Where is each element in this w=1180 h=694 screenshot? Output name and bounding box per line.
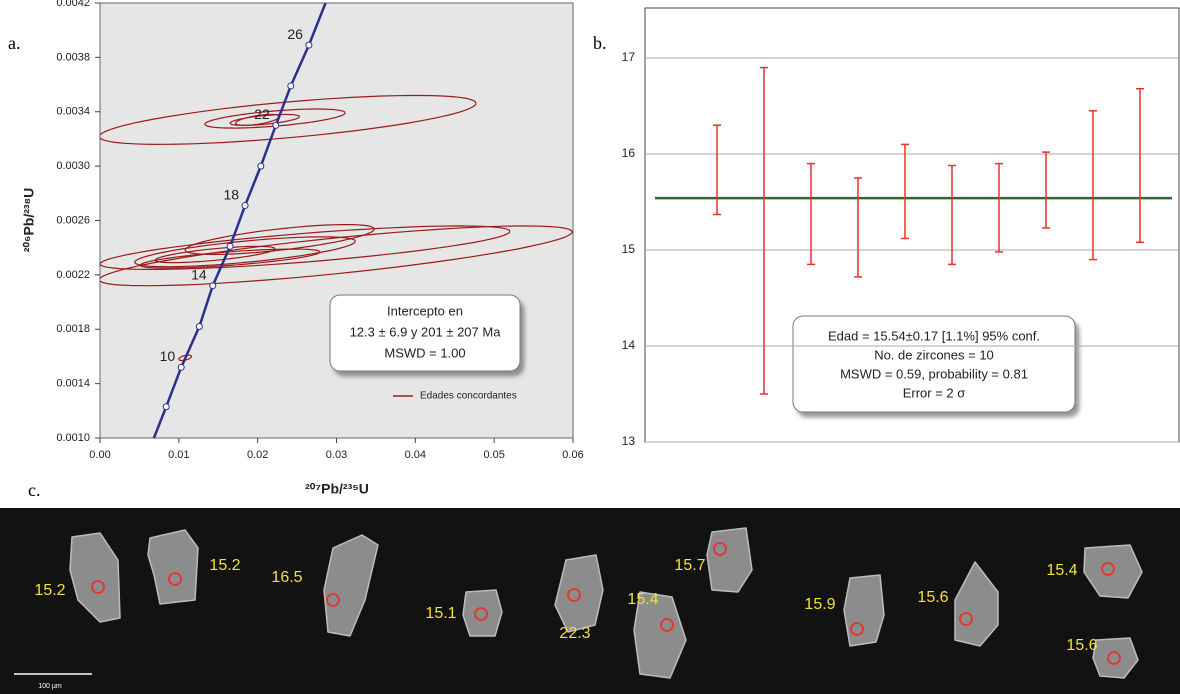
y-tick-label: 0.0014: [56, 378, 90, 390]
concordia-point: [195, 323, 203, 331]
error-ellipse: [178, 354, 192, 362]
analysis-spot: [91, 580, 105, 594]
age-label: 26: [287, 26, 303, 42]
age-label: 15.2: [209, 557, 240, 574]
age-label: 15.9: [804, 596, 835, 613]
analysis-spot: [959, 612, 973, 626]
analysis-spot: [660, 618, 674, 632]
x-tick-label: 0.00: [89, 449, 110, 461]
error-ellipse: [100, 225, 573, 287]
zircon-grain: [323, 534, 379, 637]
panel-label: b.: [593, 33, 607, 53]
age-label: 22.3: [559, 625, 590, 642]
analysis-spot: [850, 622, 864, 636]
concordia-point: [162, 403, 170, 411]
analysis-spot: [326, 593, 340, 607]
x-tick-label: 0.02: [247, 449, 268, 461]
y-tick-label: 0.0038: [56, 51, 90, 63]
analysis-spot: [474, 607, 488, 621]
concordia-extension: [307, 2, 327, 46]
age-label: 15.6: [1066, 637, 1097, 654]
annotation-box: [329, 294, 521, 372]
y-tick-label: 0.0030: [56, 160, 90, 172]
legend-label: Edades concordantes: [420, 391, 517, 402]
concordia-point: [305, 41, 313, 49]
zircon-grain: [147, 529, 199, 605]
zircon-grain: [462, 589, 503, 637]
x-tick-label: 0.01: [168, 449, 189, 461]
age-label: 15.7: [674, 557, 705, 574]
concordia-point: [209, 282, 217, 290]
age-label: 15.1: [425, 605, 456, 622]
error-ellipse: [100, 94, 477, 146]
age-label: 15.2: [34, 582, 65, 599]
annotation: Intercepto en: [387, 303, 463, 318]
age-label: 22: [254, 106, 270, 122]
concordia-point: [177, 363, 185, 371]
x-tick-label: 0.03: [326, 449, 347, 461]
age-label: 15.4: [627, 591, 658, 608]
concordia-point: [226, 242, 234, 250]
error-ellipse: [184, 224, 375, 256]
scale-bar-label: 100 μm: [38, 683, 62, 690]
annotation: Error = 2 σ: [903, 385, 966, 400]
error-ellipse: [234, 113, 281, 126]
age-label: 16.5: [271, 569, 302, 586]
age-label: 18: [223, 186, 239, 202]
error-ellipse: [229, 113, 300, 126]
annotation: No. de zircones = 10: [874, 347, 994, 362]
concordia-curve: [165, 44, 311, 408]
y-tick-label: 16: [622, 146, 636, 160]
age-label: 15.6: [917, 589, 948, 606]
panel-label: a.: [8, 33, 21, 53]
annotation: 12.3 ± 6.9 y 201 ± 207 Ma: [350, 324, 502, 339]
zircon-grain: [1092, 637, 1139, 679]
ellipses: [100, 94, 573, 362]
concordia-extension: [152, 406, 168, 439]
concordia-point: [272, 121, 280, 129]
y-tick-label: 15: [622, 242, 636, 256]
zircon-grain: [69, 532, 121, 623]
age-label: 14: [191, 266, 207, 282]
analysis-spot: [168, 572, 182, 586]
y-axis-label: ²⁰⁶Pb/²³⁸U: [21, 188, 37, 253]
annotation: MSWD = 1.00: [384, 345, 465, 360]
y-tick-label: 0.0034: [56, 106, 90, 118]
analysis-spot: [567, 588, 581, 602]
zircon-grain: [633, 591, 687, 679]
error-ellipse: [204, 108, 346, 129]
concordia-point: [241, 202, 249, 210]
error-ellipse: [134, 236, 356, 268]
y-tick-label: 13: [622, 434, 636, 448]
x-tick-label: 0.06: [562, 449, 583, 461]
age-label: 15.4: [1046, 562, 1077, 579]
x-tick-label: 0.04: [405, 449, 426, 461]
plot-area: [99, 2, 574, 439]
concordia-point: [257, 162, 265, 170]
error-ellipse: [154, 245, 276, 264]
y-tick-label: 0.0026: [56, 214, 90, 226]
annotation: Edad = 15.54±0.17 [1.1%] 95% conf.: [828, 328, 1040, 343]
zircon-grains: [69, 527, 1143, 679]
error-ellipse: [100, 225, 511, 270]
annotation: MSWD = 0.59, probability = 0.81: [840, 366, 1028, 381]
y-tick-label: 17: [622, 50, 636, 64]
concordia-point: [287, 82, 295, 90]
x-axis-label: ²⁰⁷Pb/²³⁵U: [305, 481, 369, 497]
x-tick-label: 0.05: [483, 449, 504, 461]
y-tick-label: 14: [622, 338, 636, 352]
y-tick-label: 0.0018: [56, 323, 90, 335]
age-label: 10: [160, 348, 176, 364]
panel-label: c.: [28, 480, 41, 500]
y-tick-label: 0.0022: [56, 269, 90, 281]
zircon-grain: [843, 574, 885, 647]
analysis-spot: [1101, 562, 1115, 576]
analysis-spot: [713, 542, 727, 556]
annotation-box: [792, 315, 1076, 413]
y-tick-label: 0.0042: [56, 0, 90, 9]
analysis-spot: [1107, 651, 1121, 665]
y-tick-label: 0.0010: [56, 432, 90, 444]
